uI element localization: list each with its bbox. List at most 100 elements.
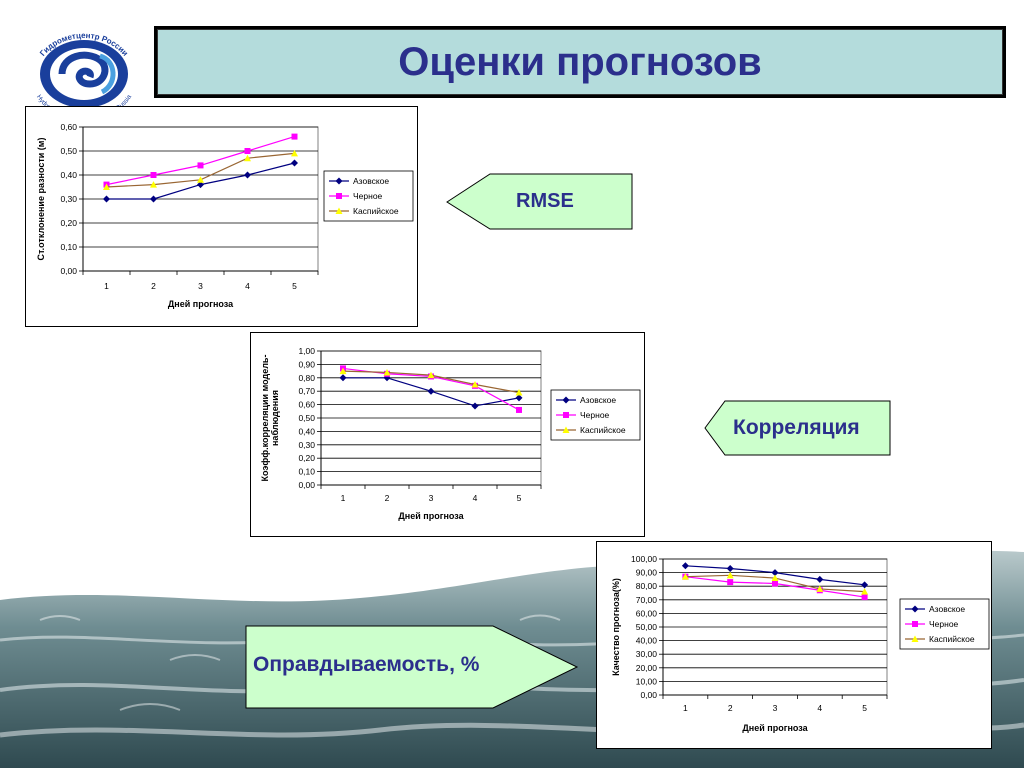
data-point bbox=[244, 148, 251, 154]
data-point bbox=[383, 368, 391, 376]
data-point bbox=[515, 394, 523, 402]
y-tick-label: 0,10 bbox=[60, 242, 77, 252]
data-point bbox=[197, 162, 204, 169]
x-tick-label: 2 bbox=[151, 281, 156, 291]
x-tick-label: 4 bbox=[473, 493, 478, 503]
title-frame: Оценки прогнозов bbox=[154, 26, 1006, 98]
data-point bbox=[244, 154, 251, 162]
data-point bbox=[816, 575, 824, 583]
data-point bbox=[150, 195, 157, 203]
legend-label: Каспийское bbox=[580, 425, 626, 435]
x-tick-label: 1 bbox=[683, 703, 688, 713]
data-point bbox=[726, 571, 734, 579]
rmse-chart-panel: 0,00 0,10 0,20 0,30 0,40 0,50 0,60 1 2 3 4 5 Дней пр… bbox=[25, 106, 418, 327]
data-point bbox=[150, 181, 157, 188]
accuracy-callout-label: Оправдываемость, % bbox=[253, 653, 480, 676]
x-tick-label: 4 bbox=[817, 703, 822, 713]
data-point bbox=[516, 406, 522, 413]
y-tick-label: 0,50 bbox=[298, 413, 315, 423]
y-tick-label: 0,90 bbox=[298, 359, 315, 369]
series-1 bbox=[103, 159, 298, 203]
y-tick-label: 0,60 bbox=[60, 122, 77, 132]
x-tick-label: 4 bbox=[245, 281, 250, 291]
data-point bbox=[515, 389, 523, 396]
data-point bbox=[772, 580, 778, 587]
legend: Азовское Черное Каспийское bbox=[899, 598, 990, 650]
y-tick-label: 0,00 bbox=[640, 690, 657, 700]
x-axis-label: Дней прогноза bbox=[742, 723, 808, 733]
data-point bbox=[291, 149, 298, 157]
data-point bbox=[244, 171, 251, 179]
data-point bbox=[471, 381, 479, 388]
y-axis-label-line: наблюдения bbox=[270, 390, 280, 446]
data-point bbox=[471, 402, 479, 410]
legend-swatch-marker bbox=[911, 605, 919, 613]
y-tick-label: 40,00 bbox=[636, 636, 658, 646]
data-point bbox=[771, 569, 779, 577]
data-point bbox=[339, 367, 347, 375]
y-tick-label: 0,40 bbox=[60, 170, 77, 180]
y-tick-label: 0,60 bbox=[298, 400, 315, 410]
x-axis-label: Дней прогноза bbox=[398, 511, 464, 521]
y-tick-label: 90,00 bbox=[636, 568, 658, 578]
legend-label: Каспийское bbox=[929, 634, 975, 644]
y-tick-label: 0,00 bbox=[298, 480, 315, 490]
x-tick-label: 2 bbox=[728, 703, 733, 713]
y-axis-label: Коэфф.корреляции модель-наблюдения bbox=[260, 355, 280, 482]
data-point bbox=[681, 562, 689, 570]
legend-swatch-marker bbox=[335, 177, 343, 185]
data-point bbox=[861, 588, 869, 595]
accuracy-callout-shape bbox=[245, 625, 579, 709]
y-tick-label: 0,20 bbox=[298, 453, 315, 463]
y-axis-label: Качество прогноза(%) bbox=[611, 578, 621, 676]
x-tick-label: 5 bbox=[292, 281, 297, 291]
x-tick-label: 5 bbox=[862, 703, 867, 713]
y-tick-label: 0,50 bbox=[60, 146, 77, 156]
legend-label: Черное bbox=[353, 191, 383, 201]
y-tick-label: 70,00 bbox=[636, 595, 658, 605]
data-point bbox=[771, 574, 779, 582]
data-point bbox=[681, 573, 689, 580]
slide-title: Оценки прогнозов bbox=[398, 39, 762, 84]
y-tick-label: 80,00 bbox=[636, 581, 658, 591]
legend-swatch-marker bbox=[562, 396, 570, 404]
y-tick-label: 0,10 bbox=[298, 467, 315, 477]
rmse-callout-label: RMSE bbox=[516, 190, 574, 212]
legend-label: Каспийское bbox=[353, 206, 399, 216]
y-tick-label: 60,00 bbox=[636, 608, 658, 618]
accuracy-chart: 0,00 10,00 20,00 30,00 40,00 50,00 60,00 70,00 8… bbox=[611, 554, 990, 733]
correlation-callout-shape bbox=[704, 400, 891, 456]
x-axis-label: Дней прогноза bbox=[168, 299, 234, 309]
data-point bbox=[726, 565, 734, 573]
y-tick-label: 0,00 bbox=[60, 266, 77, 276]
x-tick-label: 5 bbox=[517, 493, 522, 503]
y-tick-label: 0,80 bbox=[298, 373, 315, 383]
data-point bbox=[197, 176, 204, 183]
data-point bbox=[291, 159, 298, 167]
y-axis-label-line: Коэфф.корреляции модель- bbox=[260, 355, 270, 482]
data-point bbox=[383, 374, 391, 382]
hydromet-logo: Гидрометцентр России Hydrometeorological… bbox=[35, 31, 133, 116]
y-tick-label: 1,00 bbox=[298, 346, 315, 356]
correlation-callout: Корреляция bbox=[703, 400, 893, 458]
data-point bbox=[339, 374, 347, 382]
data-point bbox=[816, 585, 824, 592]
accuracy-callout: Оправдываемость, % bbox=[245, 625, 580, 710]
accuracy-chart-panel: 0,00 10,00 20,00 30,00 40,00 50,00 60,00 70,00 8… bbox=[596, 541, 992, 749]
data-point bbox=[861, 581, 869, 589]
y-tick-label: 20,00 bbox=[636, 663, 658, 673]
legend-swatch-marker bbox=[563, 412, 569, 418]
legend-swatch-marker bbox=[336, 193, 342, 199]
legend-label: Азовское bbox=[580, 395, 616, 405]
y-tick-label: 10,00 bbox=[636, 676, 658, 686]
series-1 bbox=[339, 374, 523, 410]
series-1 bbox=[681, 562, 869, 589]
x-tick-label: 3 bbox=[773, 703, 778, 713]
legend-label: Азовское bbox=[353, 176, 389, 186]
legend-swatch-marker bbox=[335, 207, 343, 214]
data-point bbox=[861, 594, 868, 601]
x-tick-label: 2 bbox=[385, 493, 390, 503]
legend-label: Азовское bbox=[929, 604, 965, 614]
x-tick-label: 3 bbox=[429, 493, 434, 503]
legend: Азовское Черное Каспийское bbox=[550, 389, 641, 441]
